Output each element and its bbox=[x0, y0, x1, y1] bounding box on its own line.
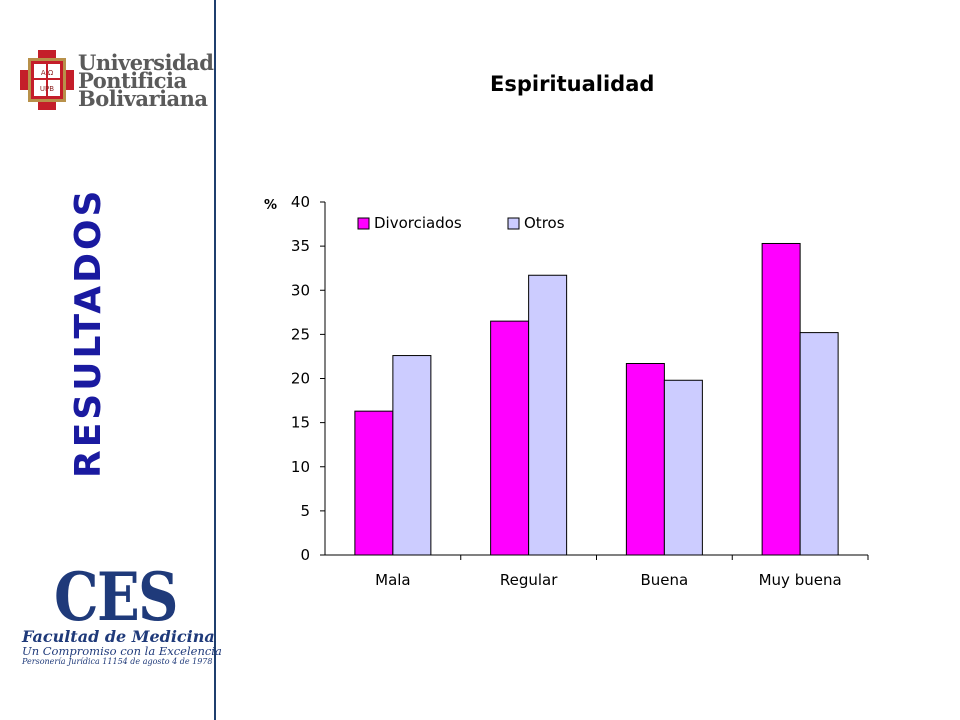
vertical-divider bbox=[214, 0, 216, 720]
ces-logo: CES Facultad de Medicina Un Compromiso c… bbox=[18, 558, 222, 667]
upb-emblem-top: A Ω bbox=[41, 69, 54, 77]
y-tick-label: 20 bbox=[291, 370, 310, 388]
section-title: RESULTADOS bbox=[68, 187, 109, 479]
bar-divorciados-buena bbox=[625, 362, 665, 556]
x-tick-label: Muy buena bbox=[759, 571, 842, 589]
y-tick-label: 5 bbox=[300, 502, 310, 520]
y-axis-label: % bbox=[264, 198, 277, 213]
y-tick-label: 0 bbox=[300, 546, 310, 564]
y-tick-label: 35 bbox=[291, 237, 310, 255]
y-tick-label: 25 bbox=[291, 325, 310, 343]
chart-title: Espiritualidad bbox=[490, 72, 655, 96]
x-tick-label: Regular bbox=[500, 571, 558, 589]
ces-logo-line2: Un Compromiso con la Excelencia bbox=[22, 644, 222, 658]
upb-line2: Pontificia bbox=[78, 68, 187, 93]
upb-logo-text: Universidad Pontificia Bolivariana bbox=[78, 50, 214, 111]
bar-chart: 0 5 10 15 20 25 30 35 40% Mala Regular Buena Muy bue… bbox=[264, 193, 869, 589]
upb-cross-icon bbox=[20, 50, 74, 110]
upb-emblem-logo: A Ω UPB bbox=[20, 50, 74, 110]
ces-logo-line1: Facultad de Medicina bbox=[22, 627, 215, 646]
legend-label-otros: Otros bbox=[524, 214, 565, 232]
bar-divorciados-mala bbox=[354, 410, 394, 556]
y-tick-label: 30 bbox=[291, 281, 310, 299]
legend-swatch-otros bbox=[507, 217, 520, 230]
bar-divorciados-muy-buena bbox=[761, 242, 801, 556]
upb-line1: Universidad bbox=[78, 50, 214, 75]
x-tick-label: Buena bbox=[641, 571, 689, 589]
bar-otros-buena bbox=[663, 379, 703, 556]
y-tick-label: 15 bbox=[291, 414, 310, 432]
legend-label-divorciados: Divorciados bbox=[374, 214, 462, 232]
x-tick-label: Mala bbox=[375, 571, 411, 589]
upb-line3: Bolivariana bbox=[78, 86, 208, 111]
ces-logo-line3: Personería Jurídica 11154 de agosto 4 de… bbox=[22, 657, 213, 666]
legend-swatch-divorciados bbox=[357, 217, 370, 230]
y-tick-label: 10 bbox=[291, 458, 310, 476]
bar-otros-regular bbox=[528, 274, 568, 556]
ces-logo-big: CES bbox=[54, 558, 179, 636]
bar-otros-muy-buena bbox=[799, 332, 839, 556]
y-tick-label: 40 bbox=[291, 193, 310, 211]
bar-divorciados-regular bbox=[490, 320, 530, 556]
upb-emblem-bottom: UPB bbox=[40, 85, 54, 93]
bar-otros-mala bbox=[392, 355, 432, 556]
